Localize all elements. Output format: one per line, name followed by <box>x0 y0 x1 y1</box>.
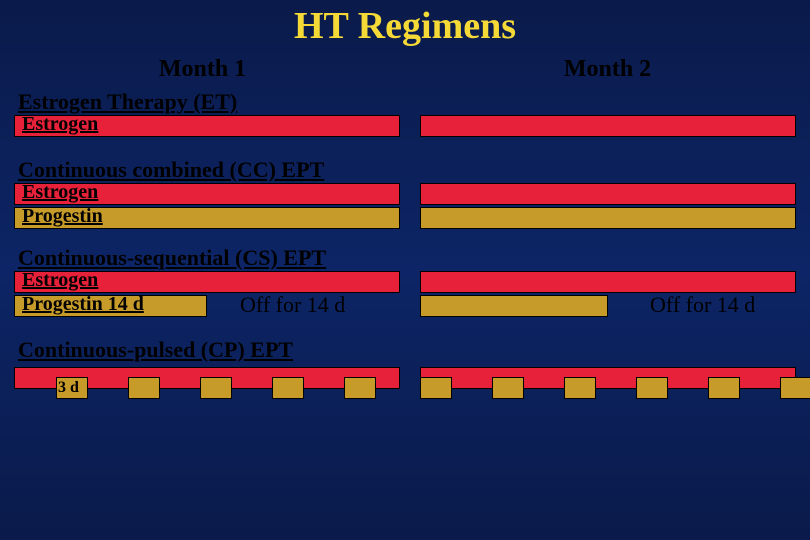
section-cc: Continuous combined (CC) EPT Estrogen Pr… <box>0 157 810 231</box>
month-1-header: Month 1 <box>0 56 405 83</box>
cc-title: Continuous combined (CC) EPT <box>18 157 810 183</box>
month-2-header: Month 2 <box>405 56 810 83</box>
progestin-pulse <box>128 377 160 399</box>
et-row-label: Estrogen <box>22 113 98 136</box>
off-label: Off for 14 d <box>240 292 345 318</box>
progestin-pulse <box>492 377 524 399</box>
progestin-pulse <box>780 377 810 399</box>
cc-row-0-label: Estrogen <box>22 181 98 204</box>
cp-row: 3 d <box>0 367 810 401</box>
et-title: Estrogen Therapy (ET) <box>18 89 810 115</box>
cs-row-1-label: Progestin 14 d <box>22 293 144 316</box>
section-cs: Continuous-sequential (CS) EPT Estrogen … <box>0 245 810 319</box>
progestin-pulse <box>272 377 304 399</box>
month-headers: Month 1 Month 2 <box>0 56 810 83</box>
et-row: Estrogen <box>0 113 810 139</box>
progestin-pulse <box>200 377 232 399</box>
progestin-bar <box>420 207 796 229</box>
cp-title: Continuous-pulsed (CP) EPT <box>18 337 810 363</box>
page-title: HT Regimens <box>0 0 810 48</box>
cc-row-0: Estrogen <box>0 181 810 207</box>
progestin-pulse <box>636 377 668 399</box>
cc-row-1: Progestin <box>0 205 810 231</box>
cs-title: Continuous-sequential (CS) EPT <box>18 245 810 271</box>
progestin-pulse <box>708 377 740 399</box>
estrogen-bar <box>420 115 796 137</box>
progestin-pulse <box>420 377 452 399</box>
estrogen-bar <box>420 271 796 293</box>
off-label: Off for 14 d <box>650 292 755 318</box>
estrogen-bar <box>420 183 796 205</box>
section-cp: Continuous-pulsed (CP) EPT 3 d <box>0 337 810 401</box>
section-et: Estrogen Therapy (ET) Estrogen <box>0 89 810 139</box>
progestin-bar <box>420 295 608 317</box>
progestin-pulse <box>564 377 596 399</box>
cc-row-1-label: Progestin <box>22 205 103 228</box>
cs-row-1: Progestin 14 d Off for 14 d Off for 14 d <box>0 293 810 319</box>
cp-3d-label: 3 d <box>58 379 79 397</box>
cs-row-0-label: Estrogen <box>22 269 98 292</box>
progestin-pulse <box>344 377 376 399</box>
